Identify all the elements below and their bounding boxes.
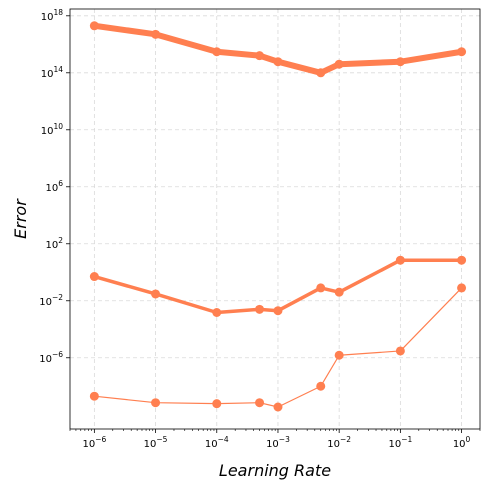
data-point: [316, 381, 326, 391]
data-point: [255, 398, 265, 408]
data-point: [457, 47, 467, 57]
data-point: [395, 57, 405, 67]
x-tick-label: 10−6: [82, 435, 106, 450]
plot-frame: [69, 8, 481, 430]
data-point: [316, 283, 326, 293]
y-tick-label: 1014: [41, 65, 64, 80]
series-3: [89, 283, 467, 412]
data-point: [334, 350, 344, 360]
y-axis: 10−6 10−2 102 106 1010 1014 1018: [39, 8, 70, 365]
series-layer: [89, 21, 467, 412]
data-point: [273, 57, 283, 67]
data-point: [89, 391, 99, 401]
data-point: [334, 59, 344, 69]
data-point: [151, 289, 161, 299]
data-point: [316, 68, 326, 78]
y-axis-label: Error: [11, 198, 30, 239]
x-axis-label: Learning Rate: [219, 461, 331, 480]
x-tick-label: 10−5: [144, 435, 168, 450]
data-point: [273, 306, 283, 316]
x-tick-label: 10−2: [327, 435, 351, 450]
data-point: [89, 21, 99, 31]
series-2: [89, 255, 467, 318]
data-point: [255, 51, 265, 61]
y-tick-label: 10−2: [39, 293, 63, 308]
x-tick-label: 100: [453, 435, 471, 450]
x-axis: 10−6 10−5 10−4 10−3 10−2 10−1 100: [69, 429, 481, 450]
data-point: [457, 255, 467, 265]
x-tick-label: 10−3: [266, 435, 290, 450]
x-tick-label: 10−1: [388, 435, 412, 450]
data-point: [273, 402, 283, 412]
data-point: [334, 287, 344, 297]
data-point: [212, 47, 222, 57]
data-point: [395, 255, 405, 265]
data-point: [151, 398, 161, 408]
data-point: [89, 272, 99, 282]
y-tick-label: 10−6: [39, 350, 63, 365]
data-point: [212, 308, 222, 318]
data-point: [395, 346, 405, 356]
data-point: [212, 399, 222, 409]
y-tick-label: 106: [45, 179, 63, 194]
y-tick-label: 1018: [41, 8, 64, 23]
y-tick-label: 102: [45, 236, 63, 251]
data-point: [457, 283, 467, 293]
data-point: [255, 304, 265, 314]
data-point: [151, 29, 161, 39]
grid: [70, 9, 480, 429]
x-tick-label: 10−4: [205, 435, 229, 450]
series-1: [89, 21, 467, 78]
y-tick-label: 1010: [41, 122, 64, 137]
